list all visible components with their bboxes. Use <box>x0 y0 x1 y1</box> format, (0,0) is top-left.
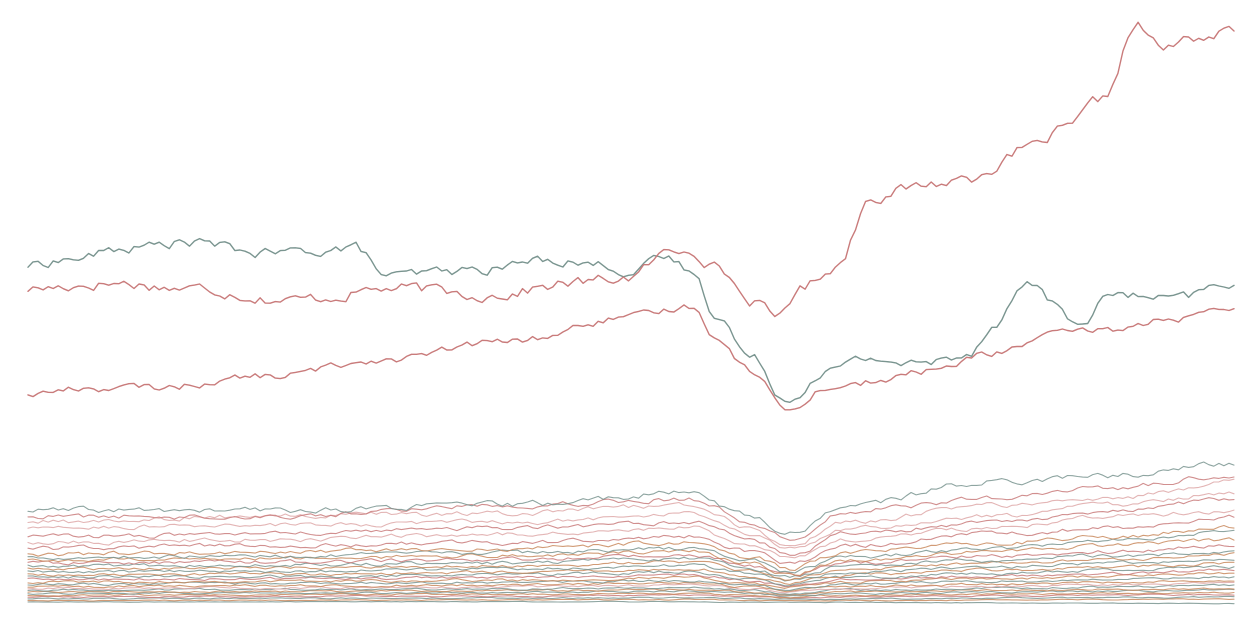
series-line-15 <box>27 550 1235 578</box>
series-line-31 <box>27 598 1235 602</box>
series-line-7 <box>27 491 1235 549</box>
series-line-6 <box>27 478 1235 547</box>
series-line-8 <box>27 497 1235 556</box>
series-line-10 <box>27 514 1235 564</box>
series-line-2 <box>27 237 1235 403</box>
series-line-16 <box>27 552 1235 581</box>
series-line-30 <box>27 595 1235 601</box>
series-line-4 <box>27 461 1235 535</box>
series-line-13 <box>27 537 1235 576</box>
series-layer <box>27 21 1235 605</box>
series-line-17 <box>27 558 1235 582</box>
series-line-29 <box>27 593 1235 599</box>
series-line-1 <box>27 21 1235 318</box>
series-line-20 <box>27 568 1235 588</box>
series-line-26 <box>27 587 1235 596</box>
series-line-9 <box>27 509 1235 559</box>
series-line-11 <box>27 524 1235 572</box>
series-line-5 <box>27 476 1235 541</box>
series-line-27 <box>27 588 1235 597</box>
series-line-23 <box>27 580 1235 592</box>
series-line-25 <box>27 583 1235 595</box>
series-line-3 <box>27 304 1235 411</box>
series-line-28 <box>27 591 1235 599</box>
series-line-32 <box>27 600 1235 605</box>
series-line-24 <box>27 581 1235 594</box>
series-line-12 <box>27 529 1235 574</box>
series-line-21 <box>27 572 1235 589</box>
series-line-19 <box>27 565 1235 587</box>
series-line-18 <box>27 561 1235 586</box>
series-line-14 <box>27 544 1235 577</box>
